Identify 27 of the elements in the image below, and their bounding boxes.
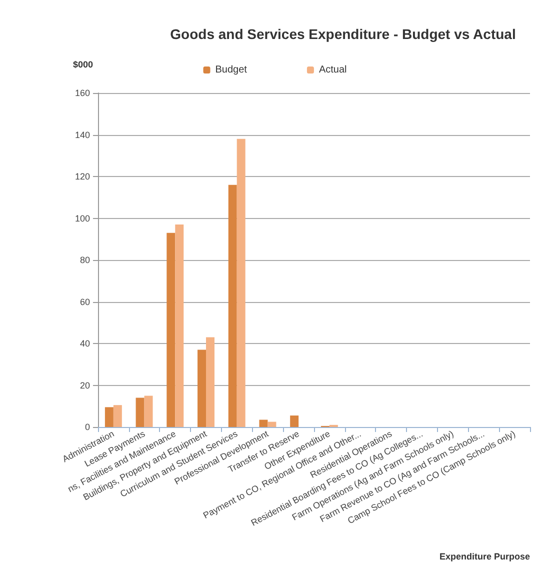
bar — [206, 337, 214, 427]
y-axis-title: $000 — [72, 60, 93, 70]
y-tick-label: 100 — [74, 213, 90, 224]
bar — [175, 224, 184, 427]
legend-label: Actual — [318, 64, 347, 76]
bar — [228, 184, 237, 427]
bar — [104, 407, 114, 427]
y-tick-label: 160 — [74, 88, 90, 98]
y-tick-label: 120 — [74, 172, 90, 182]
legend-label: Budget — [215, 64, 248, 76]
y-tick-label: 0 — [84, 422, 90, 432]
bar — [198, 350, 206, 427]
x-axis-title: Expenditure Purpose — [439, 552, 530, 562]
bar — [236, 138, 246, 427]
bar — [290, 416, 299, 427]
bar — [268, 422, 276, 427]
bar — [259, 420, 268, 427]
bar — [166, 232, 176, 427]
bar — [144, 396, 153, 427]
chart-title: Goods and Services Expenditure - Budget vs Actual — [170, 26, 516, 42]
y-tick-label: 60 — [80, 296, 90, 307]
bar — [136, 398, 144, 427]
bar — [113, 405, 122, 427]
y-tick-label: 80 — [80, 255, 90, 265]
y-tick-label: 20 — [80, 380, 90, 390]
y-tick-label: 140 — [74, 130, 90, 140]
y-tick-label: 40 — [80, 338, 90, 348]
